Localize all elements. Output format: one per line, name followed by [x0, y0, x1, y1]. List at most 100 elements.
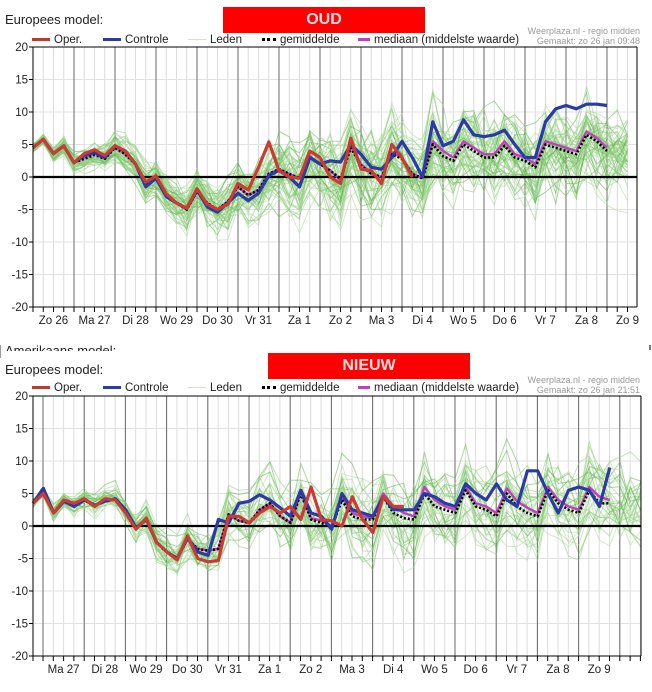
- x-tick-label: Wo 5: [450, 315, 477, 327]
- model-title: Europees model:: [5, 12, 104, 27]
- legend-item-leden: Leden: [188, 34, 242, 46]
- y-tick-label: -10: [11, 237, 28, 249]
- x-tick-label: Za 1: [288, 315, 311, 327]
- legend-item-controle: Controle: [103, 382, 168, 394]
- ensemble-member-line: [32, 125, 628, 222]
- x-tick-label: Vr 7: [535, 315, 556, 327]
- y-tick-label: -20: [11, 302, 28, 314]
- x-tick-label: Zo 26: [39, 315, 68, 327]
- legend-item-gemiddelde: gemiddelde: [262, 382, 339, 394]
- y-tick-label: 15: [15, 75, 28, 87]
- ensemble-member-line: [32, 93, 628, 225]
- x-tick-label: Zo 2: [299, 664, 322, 676]
- legend-label: Leden: [210, 382, 242, 394]
- banner-old: OUD: [223, 7, 425, 33]
- y-tick-label: -5: [18, 554, 28, 566]
- y-tick-label: 10: [15, 456, 28, 468]
- x-tick-label: Di 4: [412, 315, 433, 327]
- x-tick-label: Di 4: [383, 664, 404, 676]
- legend-swatch-controle: [103, 386, 121, 390]
- x-tick-label: Di 28: [91, 664, 118, 676]
- ensemble-member-line: [32, 113, 628, 212]
- model-title: Europees model:: [5, 362, 104, 377]
- legend-label: Controle: [125, 382, 169, 394]
- x-tick-label: Do 30: [172, 664, 203, 676]
- legend-label: Oper.: [54, 34, 83, 46]
- legend-swatch-mediaan: [358, 386, 370, 390]
- legend-item-gemiddelde: gemiddelde: [262, 34, 339, 46]
- legend-swatch-gemiddelde: [262, 38, 276, 42]
- legend-swatch-leden: [188, 39, 206, 41]
- legend-item-controle: Controle: [103, 34, 168, 46]
- legend-label: gemiddelde: [280, 382, 340, 394]
- legend-label: Oper.: [54, 382, 83, 394]
- chart-panel-new: Europees model: NIEUW Weerplaza.nl - reg…: [0, 353, 652, 692]
- x-tick-label: Ma 3: [339, 664, 365, 676]
- x-tick-label: Di 28: [122, 315, 149, 327]
- legend-label: mediaan (middelste waarde): [374, 34, 520, 46]
- x-tick-label: Ma 3: [369, 315, 395, 327]
- source-info: Weerplaza.nl - regio midden Gemaakt: zo …: [528, 26, 640, 46]
- x-tick-label: Zo 9: [616, 315, 639, 327]
- series-oper-line: [31, 485, 404, 564]
- y-tick-label: 15: [15, 424, 28, 436]
- y-tick-label: 0: [22, 521, 28, 533]
- legend-item-mediaan: mediaan (middelste waarde): [358, 34, 519, 46]
- ensemble-member-line: [32, 107, 628, 213]
- x-tick-label: Ma 27: [48, 664, 80, 676]
- x-tick-label: Zo 9: [588, 664, 611, 676]
- x-tick-label: Vr 31: [245, 315, 272, 327]
- chart-new: 20 15 10 5 0 -5 -10 -15 -20 Ma 27 Di 28 Wo 29 Do 30 V…: [11, 391, 642, 676]
- legend-label: Controle: [125, 34, 169, 46]
- legend-label: mediaan (middelste waarde): [374, 382, 520, 394]
- x-tick-label: Zo 2: [329, 315, 352, 327]
- x-tick-label: Do 6: [492, 315, 516, 327]
- y-tick-label: -15: [11, 619, 28, 631]
- x-tick-label: Vr 7: [506, 664, 527, 676]
- x-tick-label: Do 30: [202, 315, 233, 327]
- x-tick-label: Do 6: [463, 664, 487, 676]
- created-timestamp: Gemaakt: zo 26 jan 21:51: [536, 385, 640, 395]
- legend-item-oper: Oper.: [32, 34, 82, 46]
- chart-panel-old: Europees model: OUD Weerplaza.nl - regio…: [0, 0, 652, 345]
- x-tick-label: Vr 31: [215, 664, 242, 676]
- legend-label: gemiddelde: [280, 34, 340, 46]
- y-tick-label: 0: [22, 172, 28, 184]
- ensemble-member-line: [32, 483, 642, 561]
- created-timestamp: Gemaakt: zo 26 jan 09:48: [536, 36, 640, 46]
- y-tick-label: 5: [22, 489, 28, 501]
- y-tick-label: -5: [18, 205, 28, 217]
- y-tick-label: -20: [11, 651, 28, 663]
- chart-old: 20 15 10 5 0 -5 -10 -15 -20 Zo 26 Ma 27 Di 28 Wo 29 D…: [11, 42, 639, 327]
- x-tick-label: Wo 29: [129, 664, 162, 676]
- y-tick-label: 5: [22, 140, 28, 152]
- ensemble-member-line: [32, 131, 628, 235]
- y-tick-label: 20: [15, 391, 28, 403]
- y-tick-label: 20: [15, 42, 28, 54]
- banner-new: NIEUW: [268, 353, 470, 379]
- source-info: Weerplaza.nl - regio midden Gemaakt: zo …: [528, 375, 640, 395]
- x-tick-label: Za 8: [575, 315, 598, 327]
- source-line: Weerplaza.nl - regio midden: [527, 375, 640, 385]
- y-tick-label: 10: [15, 107, 28, 119]
- x-tick-label: Za 8: [546, 664, 569, 676]
- legend-swatch-controle: [103, 38, 121, 42]
- y-tick-label: -10: [11, 586, 28, 598]
- page-frame-left: [0, 0, 1, 692]
- source-line: Weerplaza.nl - regio midden: [527, 26, 640, 36]
- legend-item-leden: Leden: [188, 382, 242, 394]
- x-tick-label: Wo 29: [160, 315, 193, 327]
- legend-swatch-mediaan: [358, 38, 370, 42]
- x-tick-label: Wo 5: [421, 664, 448, 676]
- legend-swatch-oper: [32, 38, 50, 42]
- model-title-cut: Amerikaans model:: [5, 343, 117, 351]
- legend-swatch-oper: [32, 386, 50, 390]
- ensemble-member-line: [32, 111, 628, 231]
- legend-swatch-gemiddelde: [262, 386, 276, 390]
- x-tick-label: Ma 27: [79, 315, 111, 327]
- legend-item-oper: Oper.: [32, 382, 82, 394]
- legend-label: Leden: [210, 34, 242, 46]
- legend-item-mediaan: mediaan (middelste waarde): [358, 382, 519, 394]
- legend-swatch-leden: [188, 387, 206, 389]
- x-tick-label: Za 1: [258, 664, 281, 676]
